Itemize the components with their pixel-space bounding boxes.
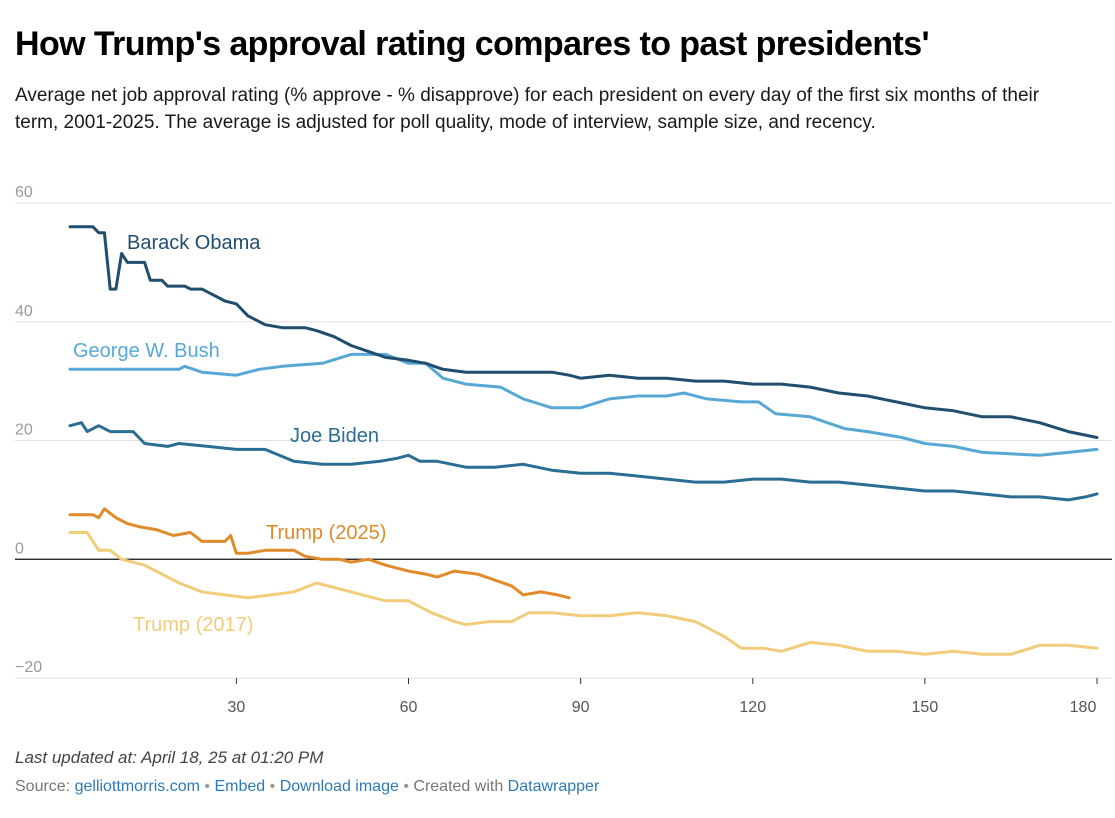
y-tick-label: 0 <box>15 540 24 557</box>
line-chart: −20 0 20 40 60 30 60 90 120 150 180 Barack Obama G… <box>15 184 1112 716</box>
series-lines <box>68 225 1099 656</box>
series-line-barack-obama <box>68 225 1099 439</box>
separator: • <box>204 778 211 795</box>
series-line-george-w-bush <box>68 352 1099 457</box>
series-label-george-w-bush: George W. Bush <box>73 340 220 362</box>
series-label-barack-obama: Barack Obama <box>127 232 261 254</box>
x-tick-label: 90 <box>572 699 590 716</box>
chart-title: How Trump's approval rating compares to … <box>15 25 930 63</box>
source-link[interactable]: gelliottmorris.com <box>74 778 200 795</box>
download-image-link[interactable]: Download image <box>279 778 399 795</box>
embed-link[interactable]: Embed <box>214 778 266 795</box>
last-updated-note: Last updated at: April 18, 25 at 01:20 P… <box>15 748 324 767</box>
x-tick-label: 120 <box>739 699 766 716</box>
source-label: Source: <box>15 778 71 795</box>
series-line-trump-2025 <box>68 507 571 600</box>
separator: • <box>403 778 409 795</box>
x-axis: 30 60 90 120 150 180 <box>227 678 1098 716</box>
y-axis: −20 0 20 40 60 <box>15 184 42 676</box>
y-tick-label: 20 <box>15 422 33 439</box>
datawrapper-link[interactable]: Datawrapper <box>507 778 600 795</box>
series-labels: Barack Obama George W. Bush Joe Biden Trump… <box>73 232 386 636</box>
gridlines <box>15 202 1112 679</box>
source-line: Source: gelliottmorris.com • Embed • Dow… <box>15 778 599 796</box>
series-label-trump-2017: Trump (2017) <box>133 614 253 636</box>
chart-subtitle: Average net job approval rating (% appro… <box>15 85 1040 133</box>
series-line-joe-biden <box>68 421 1099 502</box>
series-label-trump-2025: Trump (2025) <box>266 522 386 544</box>
series-line-trump-2017 <box>68 531 1099 656</box>
x-tick-label: 150 <box>912 699 939 716</box>
x-tick-label: 60 <box>400 699 418 716</box>
created-with-text: Created with <box>413 778 504 795</box>
x-tick-label: 30 <box>227 699 245 716</box>
y-tick-label: 60 <box>15 184 33 201</box>
separator: • <box>269 778 276 795</box>
series-label-joe-biden: Joe Biden <box>290 425 379 447</box>
y-tick-label: 40 <box>15 303 33 320</box>
x-tick-label: 180 <box>1070 699 1097 716</box>
y-tick-label: −20 <box>15 659 42 676</box>
